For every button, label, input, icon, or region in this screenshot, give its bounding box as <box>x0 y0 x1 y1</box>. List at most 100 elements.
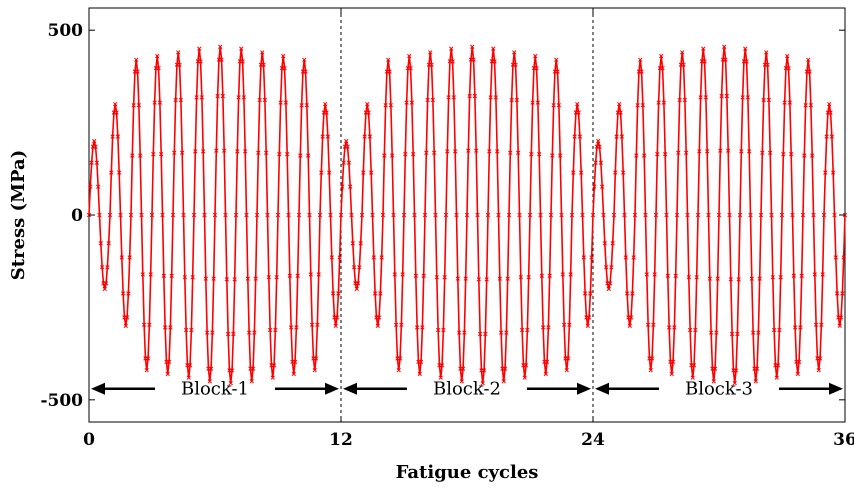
data-point <box>705 149 710 154</box>
data-point <box>750 330 756 335</box>
data-point <box>792 325 798 330</box>
data-point <box>483 331 488 337</box>
data-point <box>505 276 510 281</box>
data-point <box>581 255 586 260</box>
data-point <box>703 95 709 100</box>
data-point <box>201 149 206 154</box>
data-point <box>761 97 766 103</box>
data-point <box>330 291 336 296</box>
data-point <box>274 275 279 280</box>
data-point <box>666 325 672 330</box>
data-point <box>558 153 563 158</box>
data-point <box>291 371 296 377</box>
data-point <box>702 59 707 64</box>
data-point <box>239 46 244 51</box>
data-point <box>817 356 823 361</box>
data-point <box>812 272 817 277</box>
data-point <box>359 212 365 218</box>
data-point <box>287 273 292 278</box>
data-point <box>208 366 214 371</box>
data-point <box>828 110 833 115</box>
data-point <box>609 265 614 270</box>
y-tick-label: -500 <box>40 391 83 411</box>
data-point <box>481 368 487 373</box>
data-point <box>758 212 764 218</box>
data-point <box>592 184 597 189</box>
data-point <box>202 212 207 218</box>
data-point <box>235 149 240 154</box>
data-point <box>501 379 506 384</box>
data-point <box>747 149 752 154</box>
data-point <box>733 368 739 373</box>
data-point <box>231 331 236 337</box>
data-point <box>832 212 837 218</box>
data-point <box>186 375 191 380</box>
data-point <box>328 212 333 218</box>
x-axis-ticks: 0 12 24 36 <box>83 8 854 450</box>
data-point <box>149 212 155 218</box>
data-point <box>432 150 437 155</box>
y-tick-label: 500 <box>48 21 84 41</box>
data-point <box>260 50 265 55</box>
data-point <box>283 100 289 105</box>
data-point <box>380 212 386 218</box>
data-point <box>744 59 749 64</box>
data-point <box>694 275 699 280</box>
data-point <box>428 50 433 55</box>
data-point <box>526 275 531 280</box>
data-point <box>707 276 712 281</box>
data-point <box>245 276 250 281</box>
data-point <box>487 149 492 154</box>
data-point <box>366 110 371 115</box>
data-point <box>441 327 446 333</box>
data-point <box>399 322 404 327</box>
data-point <box>656 100 661 105</box>
data-point <box>766 97 772 103</box>
data-point <box>474 148 479 153</box>
data-point <box>124 315 130 320</box>
data-point <box>488 95 493 100</box>
data-point <box>443 212 449 218</box>
data-point <box>653 212 659 218</box>
data-point <box>582 291 588 296</box>
data-point <box>145 356 151 361</box>
data-point <box>806 57 811 62</box>
data-point <box>278 100 283 105</box>
data-point <box>170 212 176 218</box>
data-point <box>176 50 181 55</box>
data-point <box>550 153 555 158</box>
data-point <box>462 330 467 335</box>
data-point <box>344 138 349 144</box>
data-point <box>672 325 677 330</box>
data-point <box>434 275 439 280</box>
data-point <box>138 153 143 158</box>
data-point <box>120 291 126 296</box>
data-point <box>534 65 539 71</box>
data-point <box>433 212 438 218</box>
data-point <box>454 212 459 218</box>
data-point <box>345 144 350 149</box>
data-point <box>613 170 618 175</box>
data-point <box>715 276 720 281</box>
data-point <box>586 315 592 320</box>
data-point <box>351 265 357 270</box>
data-point <box>800 212 806 218</box>
data-point <box>312 368 317 373</box>
data-point <box>126 291 131 296</box>
data-point <box>540 325 546 330</box>
data-point <box>134 57 139 62</box>
data-point <box>543 371 548 377</box>
data-point <box>267 327 273 333</box>
data-point <box>264 150 269 155</box>
data-point <box>665 273 670 278</box>
data-point <box>790 212 795 218</box>
data-point <box>623 255 628 260</box>
data-point <box>336 291 341 296</box>
data-point <box>685 212 690 218</box>
data-point <box>350 241 355 246</box>
data-point <box>223 212 228 218</box>
data-point <box>602 241 607 246</box>
data-point <box>655 152 660 157</box>
data-point <box>282 65 287 71</box>
data-point <box>232 277 237 282</box>
